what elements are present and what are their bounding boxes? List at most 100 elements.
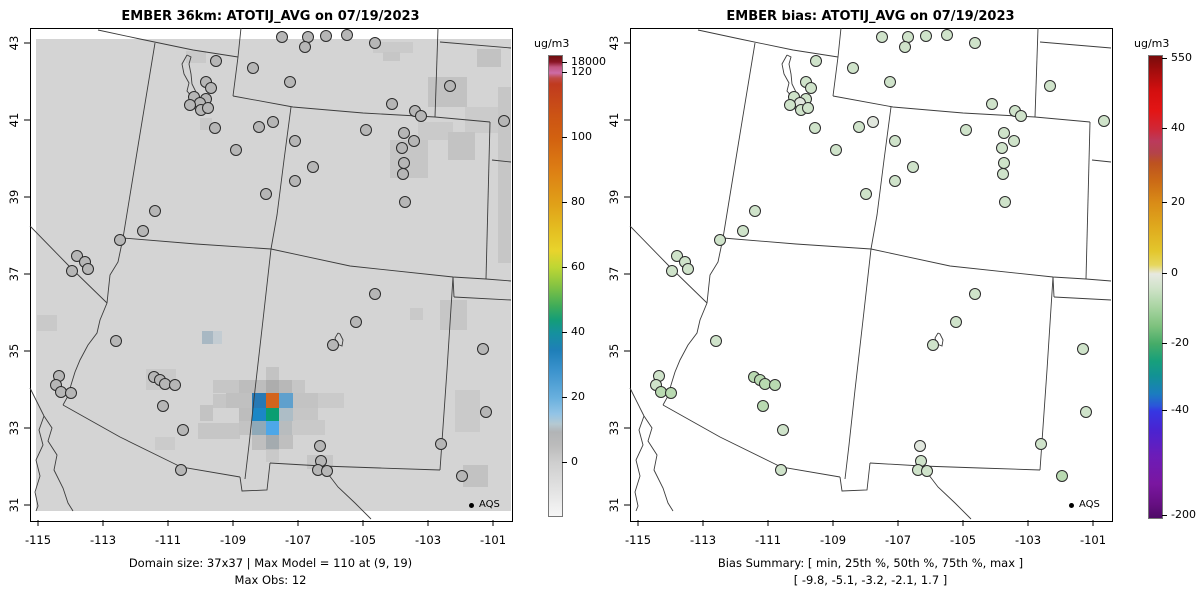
state-border-line [1091,159,1112,163]
aqs-station-point [899,41,911,53]
y-axis-label: 35 [607,343,621,359]
aqs-station-point [775,464,787,476]
aqs-station-point [889,135,901,147]
colorbar-gradient [1148,55,1163,519]
aqs-station-point [999,196,1011,208]
colorbar-tick [562,332,567,333]
colorbar-tick [1162,202,1167,203]
model-grid-patch [266,450,279,462]
colorbar-tick [562,397,567,398]
state-border-line [629,225,708,304]
y-axis-label: 41 [607,112,621,128]
colorbar-tick-label: -20 [1171,336,1189,349]
x-axis-label: -107 [284,533,312,547]
x-axis-label: -105 [349,533,377,547]
model-grid-patch [279,421,292,435]
model-grid-patch [418,122,453,140]
state-border-line [643,415,674,512]
aqs-station-point [55,386,67,398]
aqs-station-point [177,424,189,436]
model-grid-patch [266,380,279,393]
aqs-station-point [969,37,981,49]
colorbar-tick-label: 20 [571,390,585,403]
aqs-legend-dot [1069,503,1074,508]
aqs-station-point [205,82,217,94]
aqs-station-point [666,265,678,277]
aqs-station-point [284,76,296,88]
model-grid-patch [279,380,292,393]
aqs-station-point [169,379,181,391]
panel-bias-title: EMBER bias: ATOTIJ_AVG on 07/19/2023 [726,9,1015,24]
colorbar-tick [1162,343,1167,344]
state-border-line [439,276,454,471]
aqs-station-point [114,234,126,246]
state-border-line [832,27,842,97]
model-grid-patch [239,421,252,435]
aqs-legend-dot [469,503,474,508]
aqs-station-point [386,98,398,110]
colorbar-tick-label: 0 [1171,266,1178,279]
aqs-station-point [921,465,933,477]
aqs-station-point [397,168,409,180]
model-hotspot-cell [279,393,293,408]
state-border-line [232,95,491,123]
colorbar-tick [1162,273,1167,274]
state-border-line [270,248,487,280]
lake-outline [334,332,344,347]
x-axis-label: -115 [624,533,652,547]
x-axis-label: -101 [479,533,507,547]
aqs-station-point [480,406,492,418]
model-grid-patch [213,380,239,393]
aqs-station-point [784,99,796,111]
colorbar-tick-label: 120 [571,65,592,78]
aqs-station-point [157,400,169,412]
colorbar-tick-label: 18000 [571,55,606,68]
aqs-station-point [710,335,722,347]
y-axis-label: 39 [607,189,621,205]
panel-model-title: EMBER 36km: ATOTIJ_AVG on 07/19/2023 [121,9,420,24]
aqs-station-point [299,41,311,53]
colorbar-tick [562,462,567,463]
aqs-station-point [810,55,822,67]
aqs-station-point [655,386,667,398]
model-grid-patch [383,52,400,61]
aqs-station-point [302,31,314,43]
colorbar-tick [1162,58,1167,59]
state-border-line [1039,41,1112,49]
aqs-station-point [757,400,769,412]
model-grid-patch [292,380,305,394]
aqs-station-point [209,122,221,134]
y-axis-label: 33 [7,420,21,436]
model-grid-patch [279,435,293,449]
aqs-station-point [996,142,1008,154]
state-border-line [43,415,74,512]
aqs-station-point [71,250,83,262]
aqs-station-point [867,116,879,128]
aqs-station-point [737,225,749,237]
model-grid-patch [390,140,428,178]
state-border-line [62,404,241,478]
aqs-station-point [1077,343,1089,355]
aqs-station-point [307,161,319,173]
lake-outline [934,332,944,347]
model-grid-patch [266,367,279,380]
colorbar-tick [562,72,567,73]
aqs-station-point [997,168,1009,180]
aqs-station-point [969,288,981,300]
aqs-station-point [847,62,859,74]
y-axis-label: 43 [7,35,21,51]
y-axis-label: 39 [7,189,21,205]
x-axis-label: -115 [24,533,52,547]
aqs-legend-label: AQS [1079,499,1100,510]
state-border-line [722,237,872,250]
aqs-station-point [714,234,726,246]
model-grid-patch [155,437,175,450]
aqs-station-point [1098,115,1110,127]
aqs-station-point [1044,80,1056,92]
aqs-station-point [802,102,814,114]
aqs-station-point [184,99,196,111]
aqs-station-point [998,127,1010,139]
model-hotspot-cell [252,408,266,421]
aqs-station-point [137,225,149,237]
model-grid-patch [292,421,305,435]
